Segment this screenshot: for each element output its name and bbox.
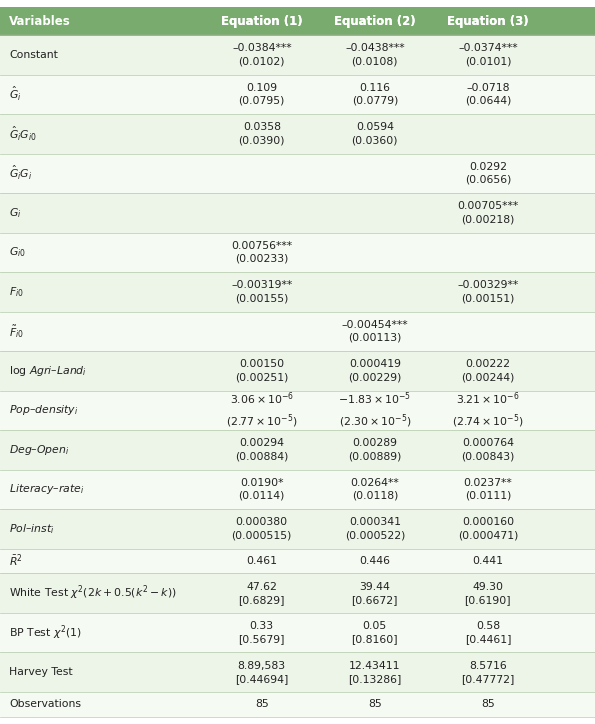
Text: White Test $\chi^2(2k + 0.5(k^2 - k))$: White Test $\chi^2(2k + 0.5(k^2 - k))$ xyxy=(9,584,177,602)
Text: –0.0384***
(0.0102): –0.0384*** (0.0102) xyxy=(232,43,292,67)
Text: 0.441: 0.441 xyxy=(472,556,503,566)
Text: Equation (1): Equation (1) xyxy=(221,14,303,28)
Text: 49.30
[0.6190]: 49.30 [0.6190] xyxy=(465,581,511,605)
Text: 0.000419
(0.00229): 0.000419 (0.00229) xyxy=(348,359,402,382)
Text: $F_{i0}$: $F_{i0}$ xyxy=(9,285,24,299)
Text: $\bar{R}^2$: $\bar{R}^2$ xyxy=(9,553,23,569)
Bar xyxy=(0,573,595,613)
Text: 0.0292
(0.0656): 0.0292 (0.0656) xyxy=(465,161,511,185)
Text: 0.00756***
(0.00233): 0.00756*** (0.00233) xyxy=(231,240,292,264)
Text: –0.00319**
(0.00155): –0.00319** (0.00155) xyxy=(231,280,292,303)
Text: $\it{Pop}$–$\it{density}_i$: $\it{Pop}$–$\it{density}_i$ xyxy=(9,403,79,417)
Bar xyxy=(0,351,595,390)
Text: Observations: Observations xyxy=(9,699,81,710)
Text: –0.00454***
(0.00113): –0.00454*** (0.00113) xyxy=(342,320,408,343)
Text: $\hat{G}_iG_{i0}$: $\hat{G}_iG_{i0}$ xyxy=(9,125,37,143)
Text: 0.58
[0.4461]: 0.58 [0.4461] xyxy=(465,621,511,644)
Text: –0.0438***
(0.0108): –0.0438*** (0.0108) xyxy=(345,43,405,67)
Text: $\hat{G}_iG_i$: $\hat{G}_iG_i$ xyxy=(9,164,32,182)
Text: 0.000160
(0.000471): 0.000160 (0.000471) xyxy=(458,517,518,540)
Text: $\hat{G}_i$: $\hat{G}_i$ xyxy=(9,85,21,104)
Text: 0.00705***
(0.00218): 0.00705*** (0.00218) xyxy=(458,201,518,224)
Bar xyxy=(0,232,595,272)
Text: Harvey Test: Harvey Test xyxy=(9,667,73,677)
Text: $\it{Deg}$–$\it{Open}_i$: $\it{Deg}$–$\it{Open}_i$ xyxy=(9,443,70,457)
Text: Equation (1): Equation (1) xyxy=(221,14,303,28)
Bar xyxy=(0,153,595,193)
Text: $G_i$: $G_i$ xyxy=(9,206,21,219)
Text: 0.00222
(0.00244): 0.00222 (0.00244) xyxy=(461,359,515,382)
Text: –0.0374***
(0.0101): –0.0374*** (0.0101) xyxy=(458,43,518,67)
Text: $G_{i0}$: $G_{i0}$ xyxy=(9,245,26,259)
Text: Equation (3): Equation (3) xyxy=(447,14,529,28)
Text: 0.00294
(0.00884): 0.00294 (0.00884) xyxy=(235,438,289,461)
Bar xyxy=(0,193,595,232)
Text: Equation (2): Equation (2) xyxy=(334,14,416,28)
Text: Equation (3): Equation (3) xyxy=(447,14,529,28)
Text: 0.446: 0.446 xyxy=(359,556,390,566)
Text: $\tilde{F}_{i0}$: $\tilde{F}_{i0}$ xyxy=(9,323,24,340)
Bar xyxy=(0,35,595,75)
Text: Equation (2): Equation (2) xyxy=(334,14,416,28)
Text: 0.0237**
(0.0111): 0.0237** (0.0111) xyxy=(464,478,512,501)
Text: 8.89,583
[0.44694]: 8.89,583 [0.44694] xyxy=(235,660,289,683)
Text: –0.0718
(0.0644): –0.0718 (0.0644) xyxy=(465,83,511,106)
Text: 0.0594
(0.0360): 0.0594 (0.0360) xyxy=(352,122,398,146)
Text: Variables: Variables xyxy=(9,14,71,28)
Text: 0.33
[0.5679]: 0.33 [0.5679] xyxy=(239,621,285,644)
Text: 0.00289
(0.00889): 0.00289 (0.00889) xyxy=(348,438,402,461)
Text: 0.000341
(0.000522): 0.000341 (0.000522) xyxy=(345,517,405,540)
Bar xyxy=(0,613,595,652)
Text: 85: 85 xyxy=(481,699,495,710)
Text: 85: 85 xyxy=(368,699,382,710)
Text: 0.0190*
(0.0114): 0.0190* (0.0114) xyxy=(239,478,285,501)
Bar xyxy=(0,75,595,114)
Text: 0.461: 0.461 xyxy=(246,556,277,566)
Bar xyxy=(0,470,595,509)
Text: $3.06 \times 10^{-6}$
$(2.77 \times 10^{-5})$: $3.06 \times 10^{-6}$ $(2.77 \times 10^{… xyxy=(226,391,298,430)
Bar xyxy=(0,114,595,153)
Text: 47.62
[0.6829]: 47.62 [0.6829] xyxy=(239,581,285,605)
Text: $\it{Literacy}$–$\it{rate}_i$: $\it{Literacy}$–$\it{rate}_i$ xyxy=(9,482,84,496)
Text: 0.000380
(0.000515): 0.000380 (0.000515) xyxy=(231,517,292,540)
Text: $\it{Pol}$–$\it{inst}_i$: $\it{Pol}$–$\it{inst}_i$ xyxy=(9,522,55,536)
Bar xyxy=(0,692,595,717)
Text: 85: 85 xyxy=(255,699,269,710)
Text: BP Test $\chi^2(1)$: BP Test $\chi^2(1)$ xyxy=(9,623,82,642)
Text: 0.05
[0.8160]: 0.05 [0.8160] xyxy=(352,621,398,644)
Bar xyxy=(0,7,595,35)
Text: $3.21 \times 10^{-6}$
$(2.74 \times 10^{-5})$: $3.21 \times 10^{-6}$ $(2.74 \times 10^{… xyxy=(452,391,524,430)
Text: $-1.83 \times 10^{-5}$
$(2.30 \times 10^{-5})$: $-1.83 \times 10^{-5}$ $(2.30 \times 10^… xyxy=(339,391,411,430)
Text: 0.000764
(0.00843): 0.000764 (0.00843) xyxy=(461,438,515,461)
Text: Constant: Constant xyxy=(9,50,58,60)
Bar xyxy=(0,272,595,311)
Text: 0.0264**
(0.0118): 0.0264** (0.0118) xyxy=(350,478,399,501)
Text: 0.00150
(0.00251): 0.00150 (0.00251) xyxy=(235,359,289,382)
Text: –0.00329**
(0.00151): –0.00329** (0.00151) xyxy=(458,280,518,303)
Bar xyxy=(0,509,595,549)
Bar xyxy=(0,652,595,692)
Text: log $\it{Agri}$–$\it{Land}_i$: log $\it{Agri}$–$\it{Land}_i$ xyxy=(9,363,87,378)
Bar xyxy=(0,390,595,430)
Text: 8.5716
[0.47772]: 8.5716 [0.47772] xyxy=(461,660,515,683)
Text: 39.44
[0.6672]: 39.44 [0.6672] xyxy=(352,581,398,605)
Bar xyxy=(0,430,595,470)
Text: 0.116
(0.0779): 0.116 (0.0779) xyxy=(352,83,398,106)
Bar xyxy=(0,311,595,351)
Text: 0.109
(0.0795): 0.109 (0.0795) xyxy=(239,83,285,106)
Text: 12.43411
[0.13286]: 12.43411 [0.13286] xyxy=(348,660,402,683)
Text: 0.0358
(0.0390): 0.0358 (0.0390) xyxy=(239,122,285,146)
Bar xyxy=(0,549,595,573)
